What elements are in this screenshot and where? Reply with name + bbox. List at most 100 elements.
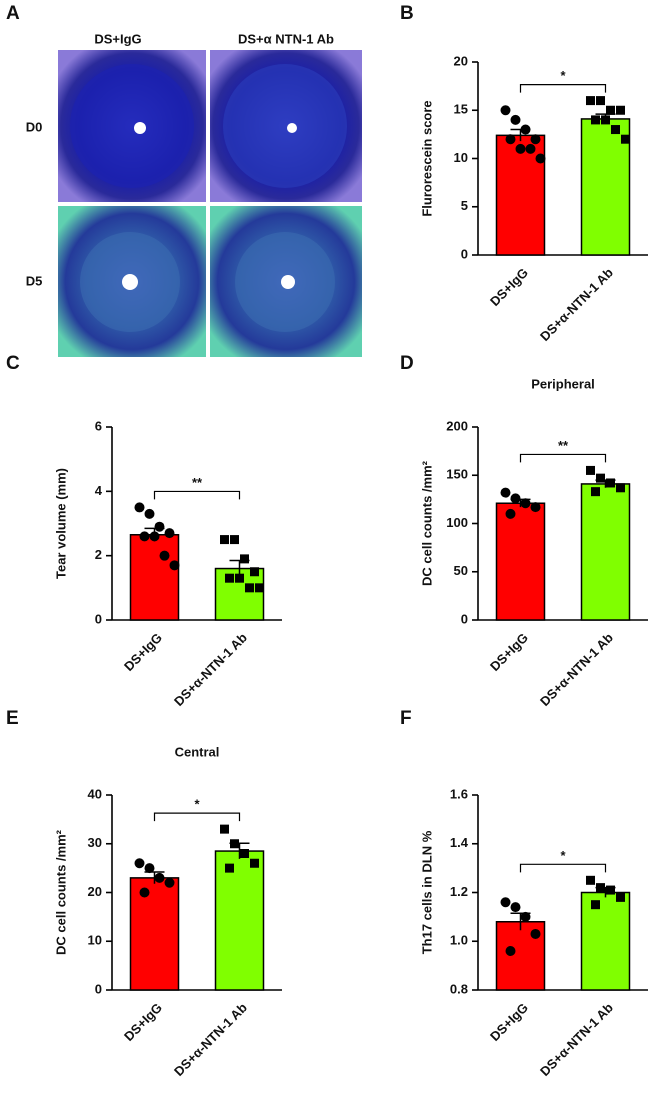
data-point xyxy=(621,134,630,144)
data-point xyxy=(164,877,175,888)
bar xyxy=(129,877,180,991)
data-point xyxy=(586,465,595,475)
eye-photo xyxy=(58,206,206,357)
x-tick-label: DS+α-NTN-1 Ab xyxy=(537,1000,616,1079)
data-point xyxy=(596,473,605,483)
data-point xyxy=(510,114,521,125)
data-point xyxy=(616,105,625,115)
data-point xyxy=(515,143,526,154)
y-tick-label: 0 xyxy=(95,981,102,996)
data-point xyxy=(606,478,615,488)
x-tick-label: DS+IgG xyxy=(121,1000,165,1044)
y-tick-label: 10 xyxy=(88,933,102,948)
data-point xyxy=(144,508,155,519)
data-point xyxy=(530,928,541,939)
data-point xyxy=(586,96,595,106)
data-point xyxy=(139,531,150,542)
data-point xyxy=(139,887,150,898)
y-axis-label: DC cell counts /mm² xyxy=(53,829,68,955)
data-point xyxy=(159,550,170,561)
data-point xyxy=(245,583,254,593)
data-point xyxy=(154,872,165,883)
panel-letter: B xyxy=(400,3,414,24)
data-point xyxy=(220,535,229,545)
significance-label: * xyxy=(560,68,566,83)
data-point xyxy=(235,573,244,583)
panel-letter: F xyxy=(400,708,412,729)
y-axis-label: Flurorescein score xyxy=(419,100,434,216)
y-axis-label: Th17 cells in DLN % xyxy=(419,830,434,954)
data-point xyxy=(240,554,249,564)
data-point xyxy=(591,115,600,125)
significance-label: ** xyxy=(192,475,203,490)
data-point xyxy=(505,508,516,519)
x-tick-label: DS+α-NTN-1 Ab xyxy=(537,265,616,344)
data-point xyxy=(535,153,546,164)
data-point xyxy=(134,858,145,869)
panel-letter: D xyxy=(400,353,414,374)
data-point xyxy=(250,567,259,577)
column-header: DS+IgG xyxy=(94,31,141,46)
data-point xyxy=(500,105,511,116)
data-point xyxy=(154,521,165,532)
data-point xyxy=(596,96,605,106)
data-point xyxy=(255,583,264,593)
data-point xyxy=(520,124,531,135)
data-point xyxy=(586,875,595,885)
data-point xyxy=(225,573,234,583)
y-tick-label: 20 xyxy=(454,53,468,68)
data-point xyxy=(220,824,229,834)
data-point xyxy=(510,902,521,913)
bar xyxy=(580,483,631,621)
bar xyxy=(129,534,180,621)
significance-label: * xyxy=(560,848,566,863)
chart-title: Peripheral xyxy=(531,376,595,391)
panel-letter: E xyxy=(6,708,19,729)
data-point xyxy=(530,502,541,513)
row-label: D0 xyxy=(26,119,43,134)
data-point xyxy=(520,911,531,922)
y-tick-label: 20 xyxy=(88,884,102,899)
data-point xyxy=(144,863,155,874)
eye-photo xyxy=(210,206,362,357)
y-axis-label: Tear volume (mm) xyxy=(53,468,68,579)
data-point xyxy=(611,125,620,135)
significance-bracket xyxy=(519,863,607,873)
column-header: DS+α NTN-1 Ab xyxy=(238,31,334,46)
data-point xyxy=(164,528,175,539)
data-point xyxy=(520,498,531,509)
eye-photo xyxy=(58,50,206,202)
y-tick-label: 40 xyxy=(88,786,102,801)
significance-label: * xyxy=(194,797,200,812)
data-point xyxy=(510,493,521,504)
row-label: D5 xyxy=(26,273,43,288)
panel-letter: A xyxy=(6,3,20,24)
x-tick-label: DS+IgG xyxy=(487,630,531,674)
data-point xyxy=(525,143,536,154)
y-tick-label: 0.8 xyxy=(450,981,468,996)
bar xyxy=(495,502,546,621)
significance-bracket xyxy=(153,812,241,822)
y-tick-label: 1.2 xyxy=(450,884,468,899)
data-point xyxy=(250,858,259,868)
significance-bracket xyxy=(519,84,607,93)
bar xyxy=(580,891,631,991)
data-point xyxy=(134,502,145,513)
data-point xyxy=(606,105,615,115)
y-tick-label: 0 xyxy=(461,611,468,626)
data-point xyxy=(505,134,516,145)
x-tick-label: DS+IgG xyxy=(487,1000,531,1044)
y-tick-label: 5 xyxy=(461,198,468,213)
data-point xyxy=(591,900,600,910)
data-point xyxy=(601,115,610,125)
data-point xyxy=(500,487,511,498)
data-point xyxy=(606,885,615,895)
data-point xyxy=(616,483,625,493)
y-tick-label: 10 xyxy=(454,150,468,165)
bar xyxy=(214,850,265,991)
x-tick-label: DS+α-NTN-1 Ab xyxy=(171,1000,250,1079)
y-tick-label: 1.0 xyxy=(450,933,468,948)
y-axis-label: DC cell counts /mm² xyxy=(419,460,434,586)
data-point xyxy=(530,134,541,145)
